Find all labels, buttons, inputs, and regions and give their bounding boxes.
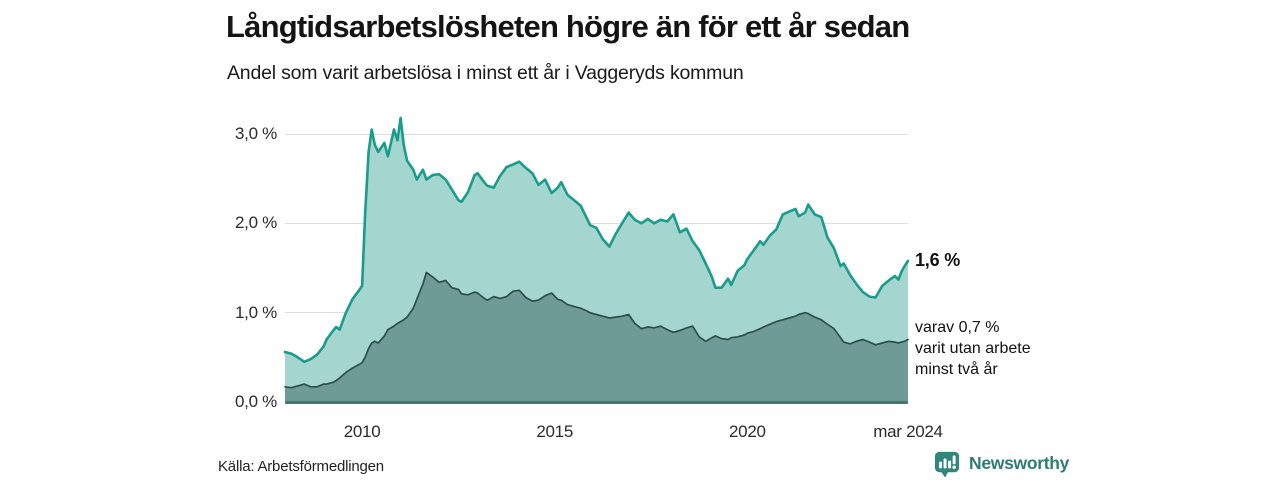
line-series-0	[283, 116, 910, 364]
page-subtitle: Andel som varit arbetslösa i minst ett å…	[227, 62, 744, 84]
x-axis-tick-label: 2020	[729, 422, 766, 441]
y-axis-tick-label: 0,0 %	[235, 392, 277, 411]
brand-logo: Newsworthy	[933, 449, 1069, 478]
brand-wordmark: Newsworthy	[969, 453, 1070, 473]
y-axis-tick-label: 3,0 %	[235, 124, 277, 143]
page-title: Långtidsarbetslösheten högre än för ett …	[226, 9, 910, 44]
x-axis-tick-label: 2010	[343, 422, 381, 441]
annotation-two-year-subset: varav 0,7 % varit utan arbete minst två …	[915, 317, 1031, 380]
y-axis-tick-label: 2,0 %	[235, 213, 277, 233]
source-credit: Källa: Arbetsförmedlingen	[218, 458, 384, 475]
newsworthy-speech-bubble-bar-chart-icon	[934, 451, 960, 478]
x-axis-tick-label: mar 2024	[873, 422, 943, 441]
annotation-line-2: varit utan arbete	[915, 340, 1031, 357]
gridline-3	[285, 133, 908, 135]
annotation-line-3: minst två år	[915, 361, 998, 378]
area-fill-series-1	[285, 272, 908, 402]
x-axis-tick-label: 2015	[536, 422, 573, 441]
annotation-line-1: varav 0,7 %	[915, 319, 1000, 336]
line-series-1	[284, 271, 909, 389]
y-axis-tick-label: 1,0 %	[235, 302, 277, 322]
gridline-2	[285, 222, 908, 224]
annotation-total-value: 1,6 %	[915, 250, 961, 270]
x-axis-baseline	[285, 400, 908, 404]
